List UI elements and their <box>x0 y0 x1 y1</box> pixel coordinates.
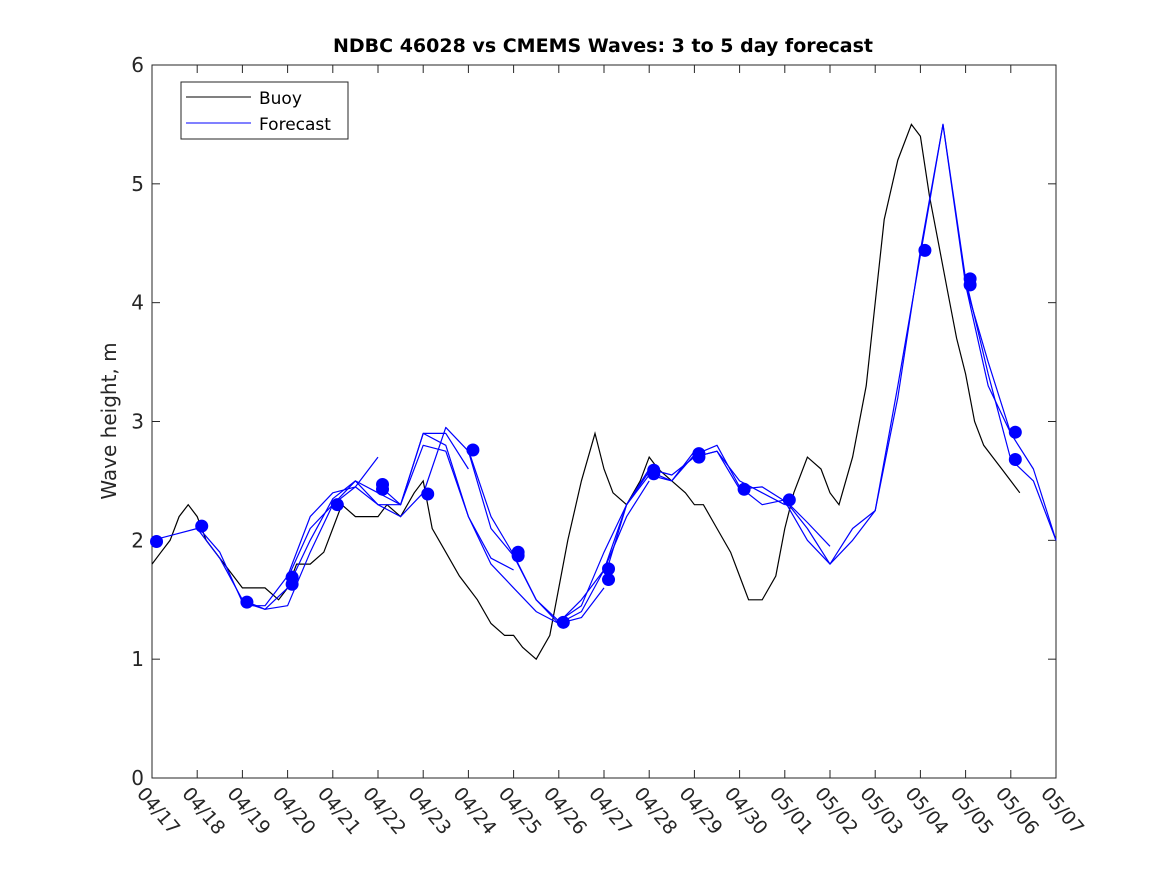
series-forecast-line-8 <box>603 444 831 580</box>
forecast-marker-4 <box>285 577 299 591</box>
x-tick-label-12: 04/29 <box>675 783 727 839</box>
series-forecast-line-1 <box>196 480 424 610</box>
forecast-marker-2 <box>240 595 254 609</box>
forecast-marker-19 <box>737 482 751 496</box>
x-tick-label-2: 04/19 <box>223 783 275 839</box>
forecast-marker-24 <box>1008 425 1022 439</box>
x-tick-label-20: 05/07 <box>1036 783 1088 839</box>
x-tick-label-1: 04/18 <box>177 783 229 839</box>
legend: Buoy Forecast <box>180 81 349 140</box>
y-tick-label-6: 6 <box>131 53 144 77</box>
x-tick-label-5: 04/22 <box>358 783 410 839</box>
x-tick-label-6: 04/23 <box>403 783 455 839</box>
x-tick-label-16: 05/03 <box>855 783 907 839</box>
forecast-marker-0 <box>150 535 164 549</box>
forecast-marker-25 <box>1008 453 1022 467</box>
forecast-marker-14 <box>602 573 616 587</box>
plot-area: 012345604/1704/1804/1904/2004/2104/2204/… <box>131 53 1088 839</box>
x-tick-label-10: 04/27 <box>584 783 636 839</box>
x-tick-label-8: 04/25 <box>494 783 546 839</box>
x-tick-label-14: 05/01 <box>765 783 817 839</box>
x-tick-label-11: 04/28 <box>629 783 681 839</box>
y-tick-label-3: 3 <box>131 410 144 434</box>
series-forecast-line-5 <box>422 426 650 625</box>
x-tick-label-0: 04/17 <box>132 783 184 839</box>
forecast-marker-7 <box>376 482 390 496</box>
series-forecast-line-3 <box>287 444 514 579</box>
forecast-marker-23 <box>963 278 977 292</box>
x-tick-label-7: 04/24 <box>449 783 501 839</box>
series-buoy-line <box>151 123 1021 661</box>
y-axis-label: Wave height, m <box>97 342 121 499</box>
forecast-marker-11 <box>511 549 525 563</box>
forecast-marker-1 <box>195 519 209 533</box>
chart-title: NDBC 46028 vs CMEMS Waves: 3 to 5 day fo… <box>333 35 873 57</box>
series-forecast-line-12 <box>965 284 1057 541</box>
forecast-marker-21 <box>918 243 932 257</box>
forecast-marker-8 <box>421 487 435 501</box>
forecast-marker-12 <box>556 615 570 629</box>
y-tick-label-0: 0 <box>131 766 144 790</box>
series-forecast-line-6 <box>467 449 695 622</box>
series-forecast-line-2 <box>242 432 469 607</box>
forecast-marker-16 <box>647 467 661 481</box>
series-forecast-line-7 <box>558 450 786 623</box>
forecast-marker-18 <box>692 450 706 464</box>
series-forecast-line-11 <box>919 123 1057 541</box>
forecast-marker-9 <box>466 443 480 457</box>
x-tick-label-19: 05/06 <box>991 783 1043 839</box>
axes-box <box>151 64 1057 779</box>
x-tick-label-9: 04/26 <box>539 783 591 839</box>
legend-forecast-label: Forecast <box>259 115 331 135</box>
x-tick-label-13: 04/30 <box>720 783 772 839</box>
forecast-marker-13 <box>602 562 616 576</box>
legend-buoy-label: Buoy <box>259 89 302 109</box>
forecast-marker-20 <box>782 493 796 507</box>
x-tick-label-4: 04/21 <box>313 783 365 839</box>
series-forecast-line-9 <box>694 250 921 565</box>
y-tick-label-1: 1 <box>131 647 144 671</box>
forecast-marker-5 <box>330 498 344 512</box>
x-tick-label-17: 05/04 <box>901 783 953 839</box>
series-forecast-line-0 <box>151 456 379 610</box>
series-forecast-line-10 <box>784 123 1012 565</box>
x-tick-label-15: 05/02 <box>810 783 862 839</box>
y-tick-label-2: 2 <box>131 528 144 552</box>
y-tick-label-5: 5 <box>131 172 144 196</box>
x-tick-label-3: 04/20 <box>268 783 320 839</box>
x-tick-label-18: 05/05 <box>946 783 998 839</box>
y-tick-label-4: 4 <box>131 291 144 315</box>
legend-box <box>180 81 349 140</box>
